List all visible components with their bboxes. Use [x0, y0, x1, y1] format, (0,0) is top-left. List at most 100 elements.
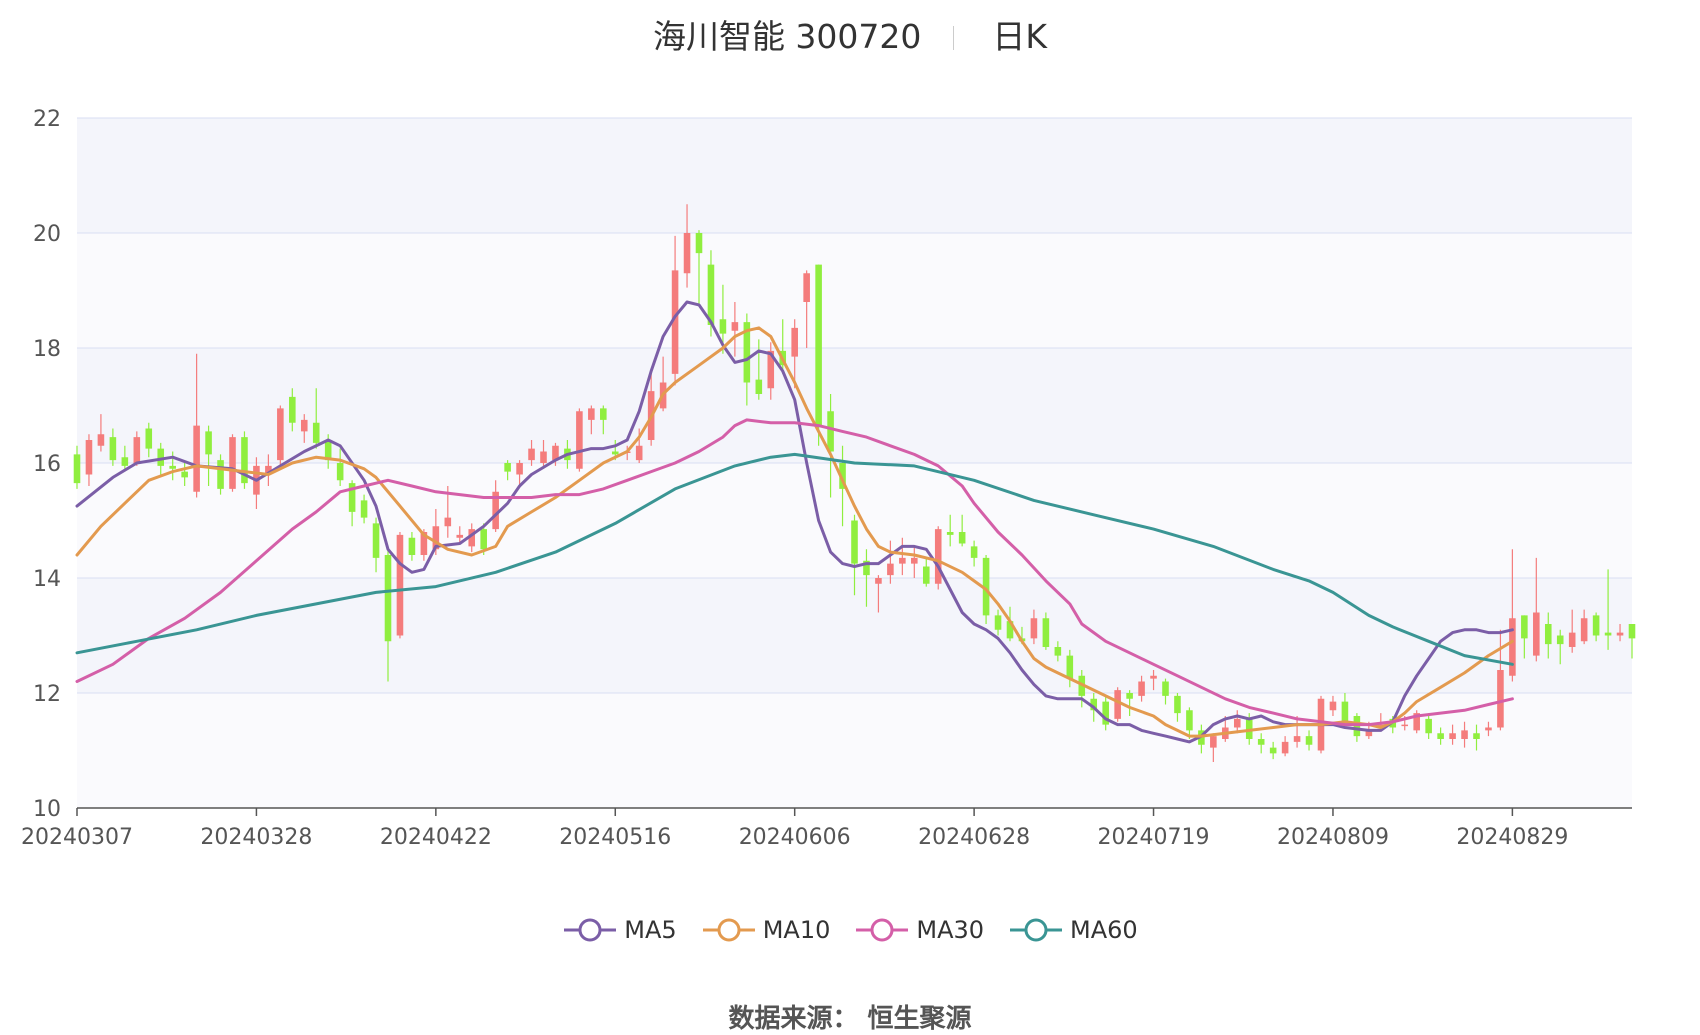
candle-body: [851, 520, 858, 564]
legend-item-ma30[interactable]: MA30: [854, 916, 984, 944]
x-tick-label: 20240307: [21, 825, 133, 850]
x-tick-label: 20240606: [739, 825, 851, 850]
candle-body: [1425, 718, 1432, 734]
candle-body: [157, 448, 165, 466]
legend-marker-icon: [856, 918, 909, 942]
candle-body: [1485, 727, 1492, 731]
candle-body: [1365, 730, 1373, 737]
candle-body: [193, 425, 200, 492]
candle-body: [169, 465, 176, 469]
candle-body: [360, 500, 368, 518]
grid-band: [77, 233, 1632, 348]
candle-body: [767, 350, 775, 389]
candle-body: [899, 557, 906, 564]
candle-body: [540, 451, 547, 463]
title-divider: [953, 26, 955, 50]
legend-item-ma10[interactable]: MA10: [701, 916, 831, 944]
candle-body: [1066, 655, 1074, 679]
candle-body: [516, 463, 523, 475]
candle-body: [1138, 681, 1145, 696]
candle-body: [827, 411, 834, 452]
candle-body: [1126, 693, 1133, 699]
candle-body: [1556, 635, 1564, 645]
candle-body: [205, 431, 212, 455]
candle-body: [1102, 701, 1109, 725]
candle-body: [97, 434, 105, 446]
candle-body: [444, 517, 452, 527]
x-tick-label: 20240809: [1277, 825, 1389, 850]
candle-body: [1580, 618, 1588, 642]
candle-body: [803, 273, 810, 302]
candle-body: [73, 454, 81, 484]
candle-body: [1461, 730, 1468, 739]
candle-body: [934, 529, 942, 584]
candle-body: [1628, 624, 1636, 639]
grid-band: [77, 118, 1632, 233]
x-tick-label: 20240628: [918, 825, 1030, 850]
candle-body: [408, 537, 416, 555]
candle-body: [1042, 618, 1050, 647]
y-tick-label: 10: [33, 797, 61, 822]
candle-body: [1449, 733, 1456, 739]
candle-body: [1293, 736, 1301, 742]
candle-body: [348, 483, 356, 512]
candle-body: [432, 526, 440, 550]
candle-body: [1090, 698, 1098, 711]
legend-label: MA60: [1070, 916, 1138, 944]
candle-body: [1281, 741, 1289, 754]
candle-body: [145, 428, 153, 449]
candle-body: [839, 463, 846, 489]
candle-body: [1054, 647, 1062, 656]
legend-label: MA10: [762, 916, 831, 944]
candle-body: [312, 422, 320, 443]
candle-body: [1329, 701, 1337, 711]
candle-body: [480, 529, 487, 550]
candle-body: [600, 408, 607, 420]
legend: MA5 MA10 MA30 MA60: [0, 916, 1700, 949]
candle-body: [1257, 739, 1265, 745]
candle-body: [743, 322, 751, 383]
candle-body: [1521, 615, 1528, 639]
candle-body: [671, 270, 679, 374]
candle-body: [635, 445, 643, 461]
x-tick-label: 20240422: [380, 825, 492, 850]
candle-body: [958, 532, 966, 544]
candle-body: [887, 563, 894, 576]
candle-body: [1233, 718, 1241, 728]
candle-body: [1030, 618, 1038, 639]
candle-body: [468, 529, 476, 547]
candle-body: [1533, 612, 1540, 656]
title-stock: 海川智能 300720: [652, 17, 922, 56]
candle-body: [504, 463, 511, 472]
candle-body: [1509, 618, 1516, 676]
candle-body: [1544, 624, 1552, 645]
legend-marker-icon: [702, 918, 755, 942]
candle-body: [946, 532, 954, 535]
x-tick-label: 20240719: [1098, 825, 1210, 850]
candle-body: [336, 463, 344, 481]
legend-item-ma60[interactable]: MA60: [1008, 916, 1138, 944]
candle-body: [133, 437, 141, 463]
grid-band: [77, 578, 1632, 693]
candle-body: [384, 555, 392, 642]
candle-body: [719, 319, 727, 334]
candle-body: [863, 560, 870, 576]
legend-label: MA5: [624, 916, 677, 944]
candlestick-chart: 10 12 14 16 18 20 22 20240307 20240328 20240422 20…: [21, 107, 1636, 850]
candle-body: [875, 578, 882, 584]
candle-body: [217, 460, 224, 489]
candle-body: [1616, 632, 1624, 636]
candle-body: [1150, 675, 1157, 679]
candle-body: [1269, 747, 1277, 754]
y-tick-label: 12: [33, 682, 61, 707]
legend-item-ma5[interactable]: MA5: [562, 916, 677, 944]
candle-body: [707, 264, 715, 325]
candle-body: [922, 566, 930, 584]
candle-body: [1186, 710, 1193, 731]
y-tick-label: 16: [33, 452, 61, 477]
candle-body: [1437, 733, 1444, 739]
candle-body: [396, 534, 404, 636]
candle-body: [420, 532, 428, 555]
candle-body: [1006, 621, 1014, 639]
y-tick-label: 20: [33, 222, 61, 247]
